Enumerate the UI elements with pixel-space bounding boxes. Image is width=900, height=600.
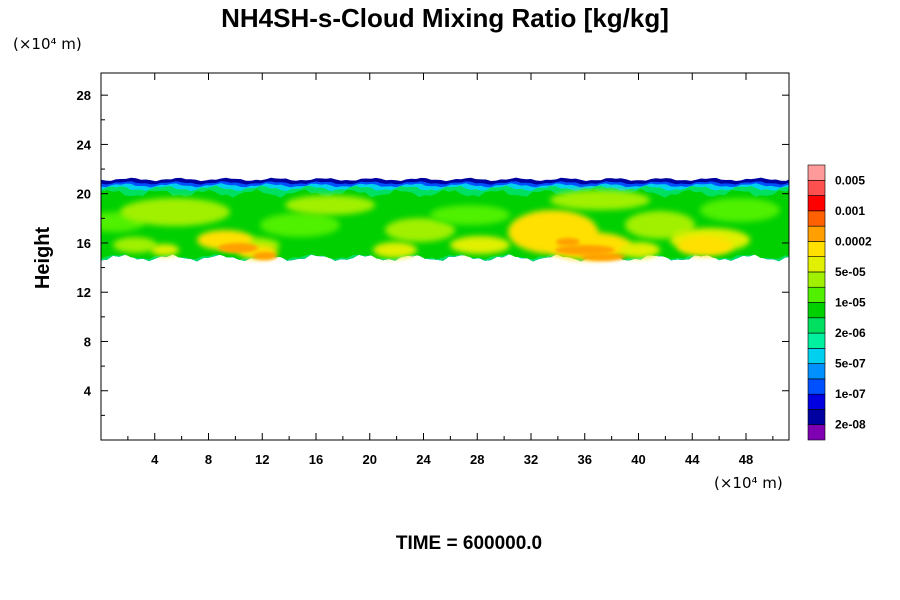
colorbar-swatch bbox=[807, 210, 826, 227]
time-label: TIME = 600000.0 bbox=[396, 533, 542, 554]
x-tick-label: 8 bbox=[205, 452, 212, 467]
cloud-blob bbox=[120, 198, 230, 226]
cloud-blob bbox=[450, 236, 510, 254]
colorbar-label: 1e-05 bbox=[835, 296, 866, 310]
y-tick-label: 12 bbox=[77, 285, 91, 300]
chart-title: NH4SH-s-Cloud Mixing Ratio [kg/kg] bbox=[221, 3, 669, 33]
y-tick-label: 4 bbox=[84, 384, 92, 399]
cloud-warm-blob bbox=[151, 244, 179, 256]
cloud-blob bbox=[700, 198, 780, 222]
colorbar-label: 2e-08 bbox=[835, 418, 866, 432]
cloud-core-blob bbox=[581, 253, 625, 261]
cloud-core-blob bbox=[555, 245, 615, 255]
y-axis: 4 8 12 16 20 24 28 bbox=[77, 88, 789, 416]
colorbar-label: 0.005 bbox=[835, 173, 865, 187]
y-tick-label: 28 bbox=[77, 88, 91, 103]
colorbar-label: 2e-06 bbox=[835, 326, 866, 340]
x-axis: 4 8 12 16 20 24 28 32 36 40 44 48 bbox=[127, 73, 774, 467]
x-tick-label: 40 bbox=[631, 452, 645, 467]
x-unit-label: (×10⁴ m) bbox=[714, 474, 783, 492]
colorbar-swatch bbox=[807, 271, 826, 288]
cloud-field bbox=[101, 177, 789, 262]
cloud-blob bbox=[113, 237, 157, 253]
y-tick-label: 16 bbox=[77, 236, 91, 251]
colorbar-swatch bbox=[807, 256, 826, 273]
colorbar-swatch bbox=[807, 241, 826, 257]
x-tick-label: 28 bbox=[470, 452, 484, 467]
cloud-blob bbox=[430, 205, 510, 225]
x-tick-label: 20 bbox=[363, 452, 377, 467]
y-tick-label: 8 bbox=[84, 334, 91, 349]
cloud-blob bbox=[373, 242, 417, 258]
colorbar-swatch bbox=[807, 348, 826, 364]
y-tick-label: 24 bbox=[77, 137, 92, 152]
colorbar: 2e-08 1e-07 5e-07 2e-06 1e-05 5e-05 0.0002 0.00… bbox=[807, 164, 872, 441]
colorbar-label: 5e-07 bbox=[835, 357, 866, 371]
x-tick-label: 16 bbox=[309, 452, 323, 467]
x-tick-label: 24 bbox=[416, 452, 431, 467]
colorbar-label: 0.0002 bbox=[835, 234, 872, 248]
colorbar-label: 0.001 bbox=[835, 204, 865, 218]
cloud-blob bbox=[625, 211, 695, 239]
colorbar-swatch bbox=[807, 302, 826, 319]
colorbar-swatch bbox=[807, 378, 826, 395]
colorbar-label: 5e-05 bbox=[835, 265, 866, 279]
y-tick-label: 20 bbox=[77, 187, 91, 202]
colorbar-swatch bbox=[807, 409, 826, 426]
colorbar-swatch bbox=[807, 332, 826, 349]
x-tick-label: 36 bbox=[578, 452, 592, 467]
colorbar-swatch bbox=[807, 225, 826, 242]
plot-frame bbox=[100, 72, 790, 441]
x-tick-label: 32 bbox=[524, 452, 538, 467]
colorbar-swatch bbox=[807, 393, 826, 410]
cloud-blob bbox=[550, 190, 650, 210]
cloud-blob bbox=[285, 195, 375, 215]
cloud-warm-blob bbox=[677, 236, 733, 256]
colorbar-label: 1e-07 bbox=[835, 387, 866, 401]
x-tick-label: 4 bbox=[151, 452, 159, 467]
x-tick-label: 12 bbox=[255, 452, 269, 467]
cloud-warm-blob bbox=[620, 242, 660, 258]
colorbar-swatch bbox=[807, 164, 826, 181]
colorbar-swatch bbox=[807, 363, 826, 380]
y-axis-label: Height bbox=[32, 227, 54, 290]
y-unit-label: (×10⁴ m) bbox=[13, 35, 82, 53]
x-tick-label: 44 bbox=[685, 452, 700, 467]
cloud-core-blob bbox=[218, 243, 258, 253]
cloud-core-blob bbox=[556, 238, 580, 246]
colorbar-swatch bbox=[807, 286, 826, 303]
colorbar-swatch bbox=[807, 195, 826, 212]
cloud-core-blob bbox=[253, 252, 277, 260]
colorbar-swatch bbox=[807, 424, 826, 441]
colorbar-swatch bbox=[807, 317, 826, 334]
x-tick-label: 48 bbox=[739, 452, 753, 467]
colorbar-swatch bbox=[807, 179, 826, 196]
cloud-blob bbox=[260, 213, 340, 237]
cloud-blob bbox=[385, 218, 455, 242]
